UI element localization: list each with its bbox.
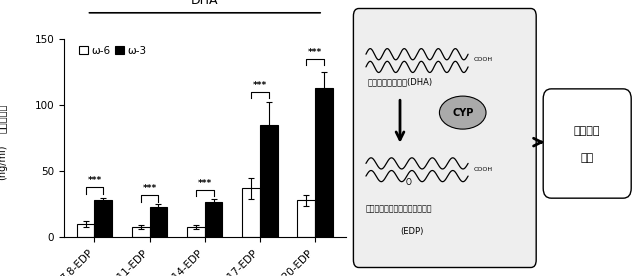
Text: CYP: CYP [452,108,474,118]
Bar [77,224,95,237]
Ellipse shape [440,96,486,129]
Bar [150,207,167,237]
Text: (ng/ml): (ng/ml) [0,144,7,180]
Text: 血浆中濃度: 血浆中濃度 [0,104,7,133]
Text: ***: *** [87,176,102,185]
Text: ***: *** [198,179,212,188]
Bar [315,88,333,237]
Text: (EDP): (EDP) [400,227,424,237]
FancyBboxPatch shape [353,9,536,267]
Text: 親ＣＮＶ: 親ＣＮＶ [574,126,600,136]
Text: COOH: COOH [474,57,493,62]
Text: ドコサヘキサン酸(DHA): ドコサヘキサン酸(DHA) [368,78,433,87]
Text: O: O [406,178,412,187]
Bar [187,227,205,237]
Bar [95,200,112,237]
Bar [132,227,150,237]
Text: DHA: DHA [191,0,218,7]
Text: エポキシエイコサテトラエン酸: エポキシエイコサテトラエン酸 [366,205,433,214]
Text: ***: *** [143,184,157,193]
Bar [243,188,260,237]
Bar [298,200,315,237]
Bar [260,125,278,237]
Text: COOH: COOH [474,167,493,172]
Bar [205,201,223,237]
Text: ***: *** [308,47,323,57]
Legend: ω-6, ω-3: ω-6, ω-3 [75,42,150,60]
FancyBboxPatch shape [543,89,631,198]
Text: 解消: 解消 [580,153,594,163]
Text: ***: *** [253,81,267,90]
